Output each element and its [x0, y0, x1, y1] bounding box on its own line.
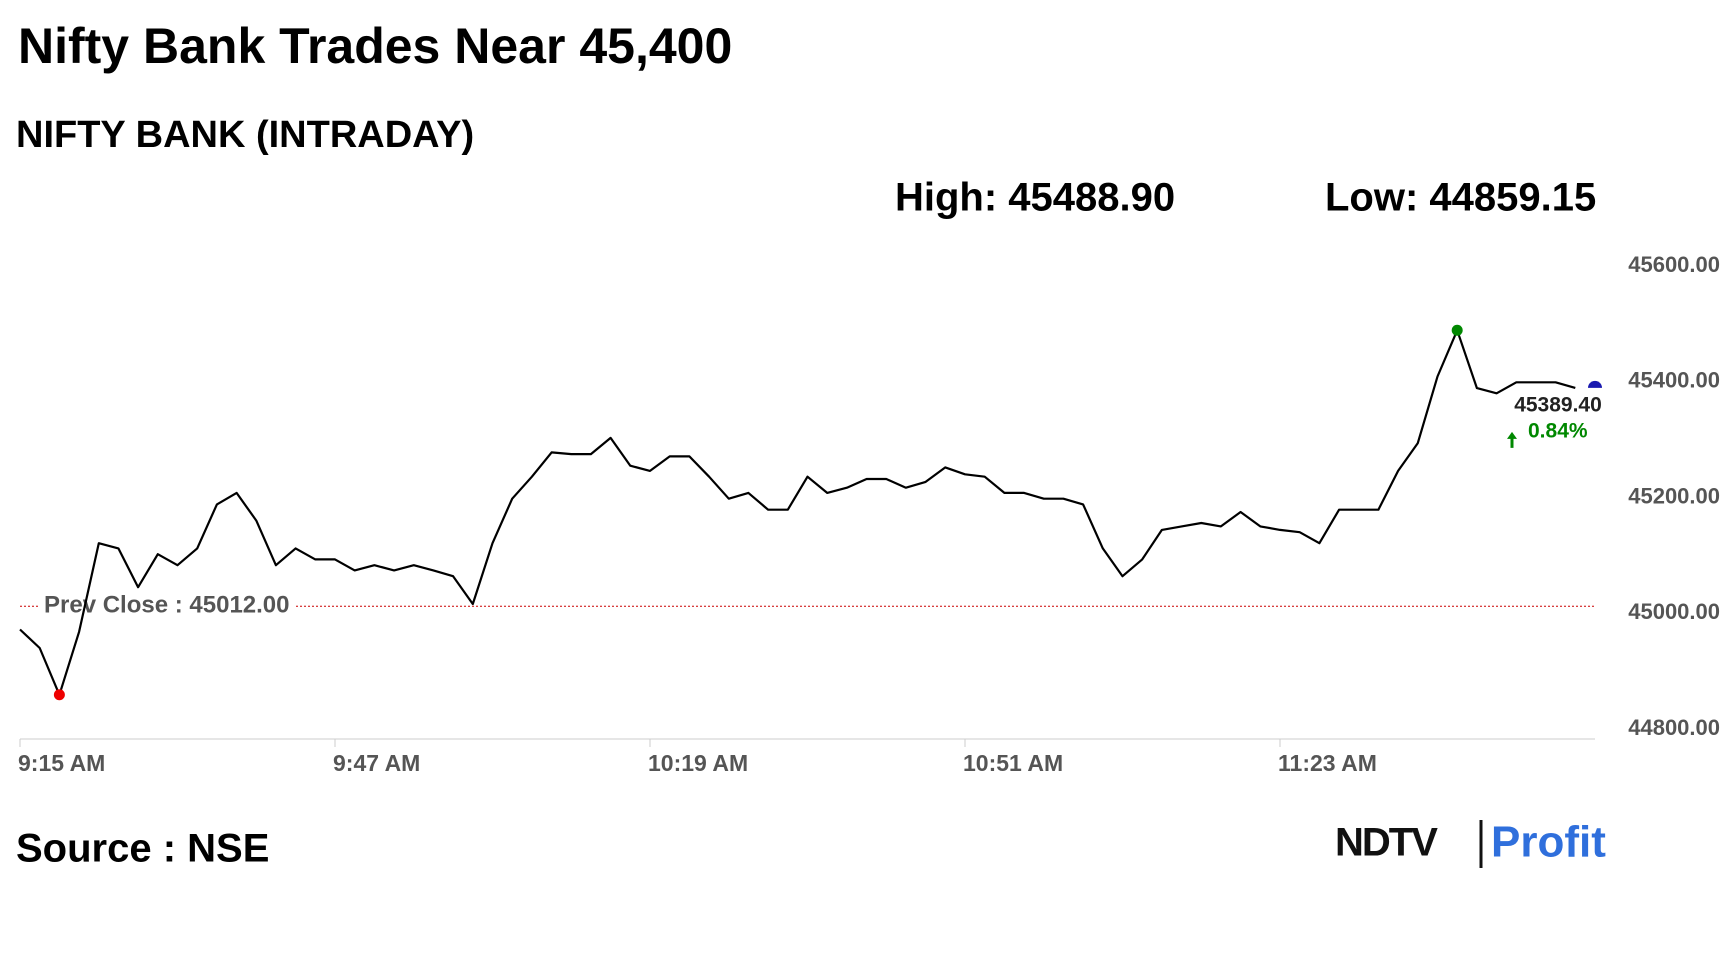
change-arrow — [1507, 431, 1517, 448]
y-tick-label: 45400.00 — [1628, 368, 1720, 393]
x-tick-label: 10:51 AM — [963, 750, 1063, 776]
brand-ndtv: NDTV — [1335, 821, 1438, 865]
price-line — [19, 329, 1576, 696]
last-marker — [1588, 380, 1602, 388]
x-tick-label: 9:15 AM — [18, 750, 105, 776]
x-tick-label: 11:23 AM — [1278, 750, 1377, 776]
chart-title: Nifty Bank Trades Near 45,400 — [18, 18, 732, 74]
last-price-label: 45389.40 — [1514, 393, 1602, 416]
low-marker — [53, 689, 65, 701]
x-tick-label: 9:47 AM — [333, 750, 420, 776]
change-label: 0.84% — [1528, 419, 1588, 442]
y-tick-label: 45600.00 — [1628, 252, 1720, 277]
prev-close-label-bg — [38, 591, 296, 619]
low-label: Low: 44859.15 — [1325, 176, 1596, 220]
high-label: High: 45488.90 — [895, 176, 1175, 220]
x-tick-label: 10:19 AM — [648, 750, 748, 776]
brand-profit: Profit — [1491, 818, 1606, 867]
y-tick-label: 45200.00 — [1628, 483, 1720, 508]
y-tick-label: 45000.00 — [1628, 599, 1720, 624]
prev-close-label: Prev Close : 45012.00 — [44, 592, 290, 619]
high-marker — [1451, 324, 1463, 336]
chart-subtitle: NIFTY BANK (INTRADAY) — [16, 114, 474, 156]
source: Source : NSE — [16, 827, 269, 871]
y-tick-label: 44800.00 — [1628, 715, 1720, 740]
